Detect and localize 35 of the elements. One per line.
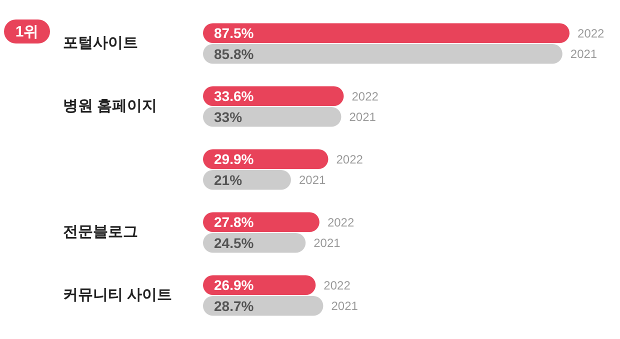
- data-label: 85.8%: [214, 46, 254, 62]
- bar: [203, 233, 306, 253]
- bar: [203, 296, 324, 316]
- series-label: 2022: [578, 26, 605, 40]
- text: 2022: [324, 278, 350, 292]
- bar: [203, 212, 320, 232]
- text: 2022: [327, 215, 354, 230]
- data-label: 33%: [214, 108, 243, 125]
- data-label: 87.5%: [214, 24, 254, 41]
- data-label: 27.8%: [214, 214, 254, 230]
- text: 2021: [314, 236, 340, 250]
- data-label: 29.9%: [214, 150, 254, 167]
- data-label: 33.6%: [214, 88, 254, 104]
- series-label: 2021: [349, 110, 376, 124]
- text: 2022: [352, 89, 378, 104]
- data-label: 26.9%: [214, 276, 254, 293]
- y-tick-label: 포털사이트: [63, 34, 138, 52]
- bar: [203, 86, 344, 106]
- text: 1위: [15, 24, 39, 41]
- bar: [203, 275, 316, 295]
- y-tick-label: 병원 홈페이지: [63, 98, 158, 115]
- data-label: 21%: [214, 172, 243, 188]
- text: 2021: [570, 47, 598, 62]
- text: 2021: [331, 299, 358, 314]
- text: 2022: [336, 152, 363, 166]
- bar: [203, 23, 570, 43]
- bar: [203, 170, 291, 190]
- bar: [203, 149, 328, 169]
- data-label: 24.5%: [214, 234, 254, 251]
- bar: [203, 107, 342, 127]
- y-tick-label: 전문블로그: [63, 224, 138, 241]
- y-tick-label: 커뮤니티 사이트: [63, 286, 172, 304]
- data-label: 28.7%: [214, 298, 254, 314]
- text: 2021: [298, 173, 326, 188]
- bar: [203, 44, 562, 64]
